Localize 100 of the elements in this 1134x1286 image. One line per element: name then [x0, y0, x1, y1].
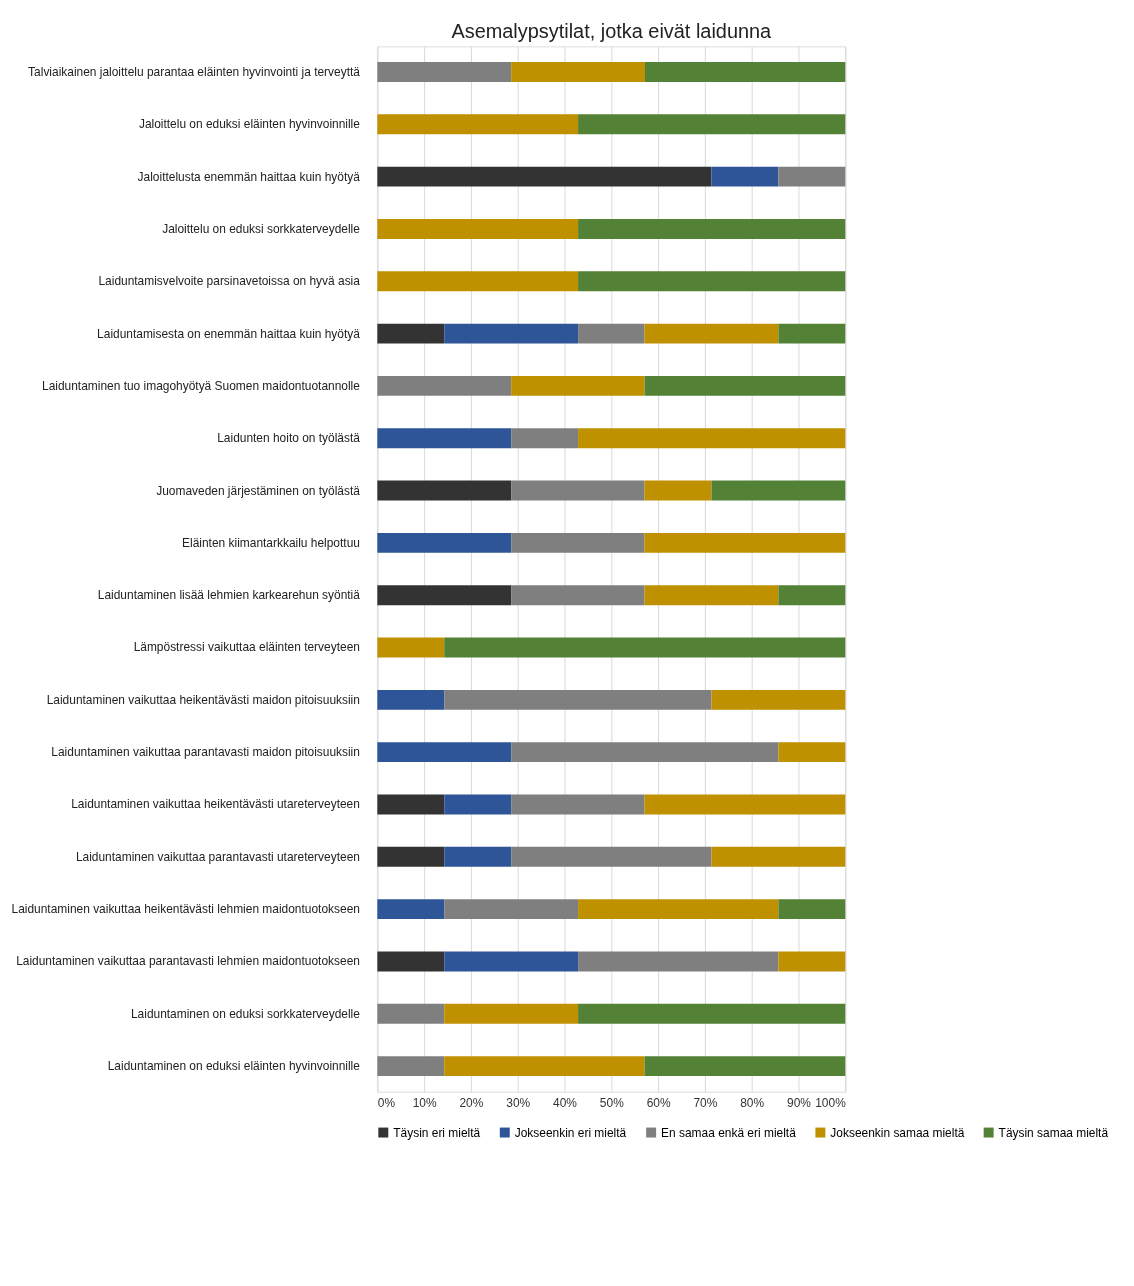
bar — [578, 899, 779, 920]
chart-title: Asemalypsytilat, jotka eivät laidunna — [451, 20, 773, 43]
bar — [377, 323, 445, 344]
legend-label: En samaa enkä eri mieltä — [661, 1125, 797, 1140]
y-tick-label: Jaloittelusta enemmän haittaa kuin hyötyä — [137, 169, 361, 184]
bar — [377, 480, 512, 501]
bar — [511, 428, 579, 449]
bar — [778, 585, 846, 606]
bar — [578, 219, 846, 239]
bar — [778, 899, 846, 920]
legend-label: Jokseenkin eri mieltä — [514, 1125, 627, 1140]
legend-label: Täysin eri mieltä — [393, 1125, 481, 1140]
bar — [377, 689, 445, 710]
y-tick-label: Laiduntaminen on eduksi eläinten hyvinvoinnille — [107, 1059, 361, 1074]
y-tick-label: Laiduntaminen vaikuttaa heikentävästi utareterveyteen — [71, 797, 360, 812]
legend-label: Täysin samaa mieltä — [998, 1125, 1109, 1140]
y-tick-label: Eläinten kiimantarkkailu helpottuu — [182, 535, 360, 550]
bar — [644, 1056, 846, 1077]
bar — [377, 637, 445, 658]
bar — [444, 846, 512, 867]
bar — [377, 219, 579, 239]
bar — [444, 689, 712, 710]
bar — [644, 532, 846, 553]
bar — [377, 1056, 445, 1077]
bar — [711, 166, 779, 187]
bar — [444, 1056, 645, 1077]
y-tick-label: Laiduntaminen vaikuttaa heikentävästi maidon pitoisuuksiin — [46, 692, 360, 707]
bar — [511, 585, 645, 606]
bar — [377, 899, 445, 920]
y-tick-label: Laiduntaminen on eduksi sorkkaterveydelle — [130, 1006, 361, 1021]
y-tick-label: Laidunten hoito on työlästä — [217, 431, 361, 446]
y-tick-label: Laiduntaminen lisää lehmien karkearehun syöntiä — [97, 588, 361, 603]
y-tick-label: Laiduntamisvelvoite parsinavetoissa on hyvä asia — [98, 274, 361, 289]
bar — [511, 480, 645, 501]
x-tick-label: 60% — [646, 1096, 671, 1111]
bar — [377, 428, 512, 449]
bar — [377, 794, 445, 815]
bar — [511, 532, 645, 553]
y-tick-label: Laiduntaminen vaikuttaa parantavasti lehmien maidontuotokseen — [16, 954, 360, 969]
bar — [377, 271, 579, 292]
bar — [644, 480, 712, 501]
bar — [711, 480, 846, 501]
y-tick-label: Juomaveden järjestäminen on työlästä — [156, 483, 361, 498]
bar — [578, 271, 846, 292]
bar — [511, 62, 645, 82]
bar — [778, 166, 846, 187]
bar — [644, 375, 846, 396]
x-tick-label: 10% — [412, 1096, 437, 1111]
bar — [778, 323, 846, 344]
bar — [578, 323, 645, 344]
y-tick-label: Talviaikainen jaloittelu parantaa eläinten hyvinvointi ja terveyttä — [28, 64, 361, 79]
bar — [377, 62, 512, 82]
x-tick-label: 90% — [787, 1096, 812, 1111]
bar — [511, 794, 645, 815]
x-tick-label: 50% — [599, 1096, 625, 1111]
x-tick-label: 40% — [553, 1096, 578, 1111]
y-tick-label: Laiduntaminen vaikuttaa parantavasti utareterveyteen — [75, 849, 360, 864]
bar — [377, 375, 512, 396]
bar — [778, 951, 846, 972]
x-tick-label: 100% — [815, 1096, 847, 1111]
y-tick-label: Jaloittelu on eduksi eläinten hyvinvoinnille — [138, 117, 361, 132]
bar — [511, 375, 645, 396]
bar — [377, 951, 445, 972]
bar — [711, 689, 846, 710]
y-tick-label: Jaloittelu on eduksi sorkkaterveydelle — [162, 221, 361, 236]
y-tick-label: Lämpöstressi vaikuttaa eläinten terveyteen — [133, 640, 360, 655]
y-tick-label: Laiduntaminen vaikuttaa parantavasti maidon pitoisuuksiin — [51, 745, 360, 760]
x-tick-label: 20% — [459, 1096, 484, 1111]
y-tick-label: Laiduntaminen tuo imagohyötyä Suomen maidontuotannolle — [42, 378, 361, 393]
x-tick-label: 70% — [693, 1096, 718, 1111]
bar — [444, 794, 512, 815]
x-tick-label: 0% — [377, 1096, 396, 1111]
bar — [377, 846, 445, 867]
bar — [377, 1003, 445, 1024]
bar — [644, 794, 846, 815]
bar — [644, 323, 779, 344]
bar — [511, 846, 712, 867]
bar — [377, 166, 712, 187]
bar — [377, 585, 512, 606]
bar — [578, 428, 846, 449]
y-tick-label: Laiduntaminen vaikuttaa heikentävästi lehmien maidontuotokseen — [11, 902, 360, 917]
bar — [578, 114, 846, 135]
bar — [377, 114, 579, 135]
legend-label: Jokseenkin samaa mieltä — [830, 1125, 965, 1140]
bar — [644, 585, 779, 606]
bar — [778, 742, 846, 763]
bar — [444, 323, 579, 344]
bar — [444, 899, 579, 920]
bar — [578, 951, 779, 972]
bar — [511, 742, 779, 763]
bar — [711, 846, 846, 867]
bar — [377, 742, 512, 763]
y-tick-label: Laiduntamisesta on enemmän haittaa kuin hyötyä — [97, 326, 361, 341]
bar — [444, 1003, 579, 1024]
bar — [377, 532, 512, 553]
x-tick-label: 80% — [740, 1096, 765, 1111]
bar — [578, 1003, 846, 1024]
x-tick-label: 30% — [506, 1096, 531, 1111]
bar — [444, 637, 846, 658]
bar — [444, 951, 579, 972]
